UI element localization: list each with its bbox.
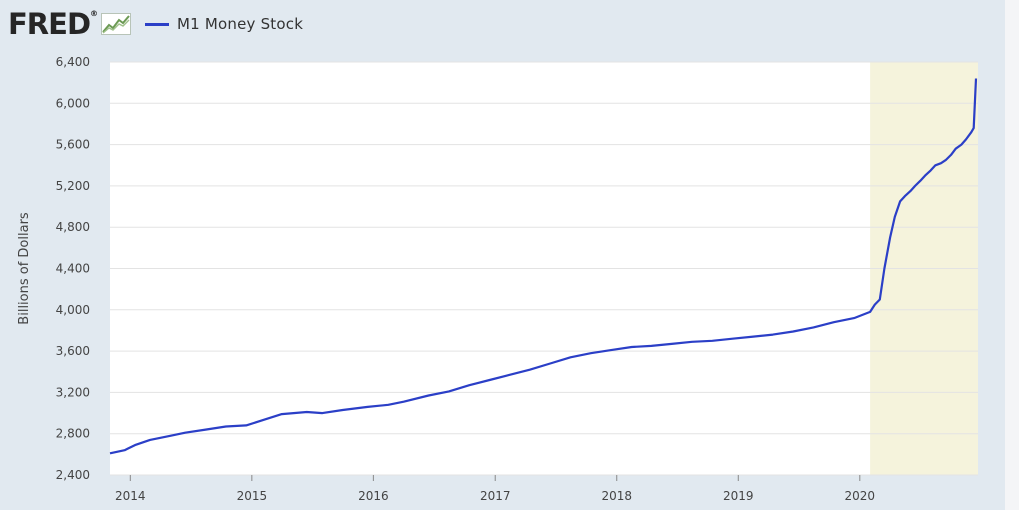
x-tick-label: 2016	[358, 489, 389, 503]
x-tick-label: 2014	[115, 489, 146, 503]
fred-graph-icon	[101, 13, 132, 35]
chart-header: FRED® M1 Money Stock	[8, 6, 303, 42]
x-tick-label: 2019	[723, 489, 754, 503]
y-tick-label: 6,000	[56, 96, 90, 110]
y-axis-ticks: 2,400 2,800 3,200 3,600 4,000 4,400 4,800 5,200…	[56, 55, 90, 482]
gridlines	[110, 61, 978, 476]
series-line-m1-money-stock[interactable]	[109, 78, 978, 455]
y-tick-label: 5,600	[56, 138, 90, 152]
legend-label: M1 Money Stock	[177, 15, 304, 33]
y-axis-title: Billions of Dollars	[17, 212, 32, 325]
page-edge	[1005, 0, 1019, 510]
y-tick-label: 4,400	[56, 262, 90, 276]
y-tick-label: 3,200	[56, 385, 90, 399]
y-tick-label: 4,800	[56, 220, 90, 234]
x-tick-label: 2020	[845, 489, 876, 503]
y-tick-label: 6,400	[56, 55, 90, 69]
y-tick-label: 4,000	[56, 303, 90, 317]
y-tick-label: 2,800	[56, 427, 90, 441]
y-tick-label: 5,200	[56, 179, 90, 193]
x-axis-ticks: 2014 2015 2016 2017 2018 2019 2020	[115, 475, 875, 503]
y-tick-label: 3,600	[56, 344, 90, 358]
fred-logo[interactable]: FRED®	[8, 6, 98, 41]
x-tick-label: 2018	[601, 489, 632, 503]
legend-swatch	[145, 22, 170, 26]
legend[interactable]: M1 Money Stock	[145, 15, 303, 33]
x-tick-label: 2017	[480, 489, 511, 503]
y-tick-label: 2,400	[56, 468, 90, 482]
x-tick-label: 2015	[237, 489, 268, 503]
